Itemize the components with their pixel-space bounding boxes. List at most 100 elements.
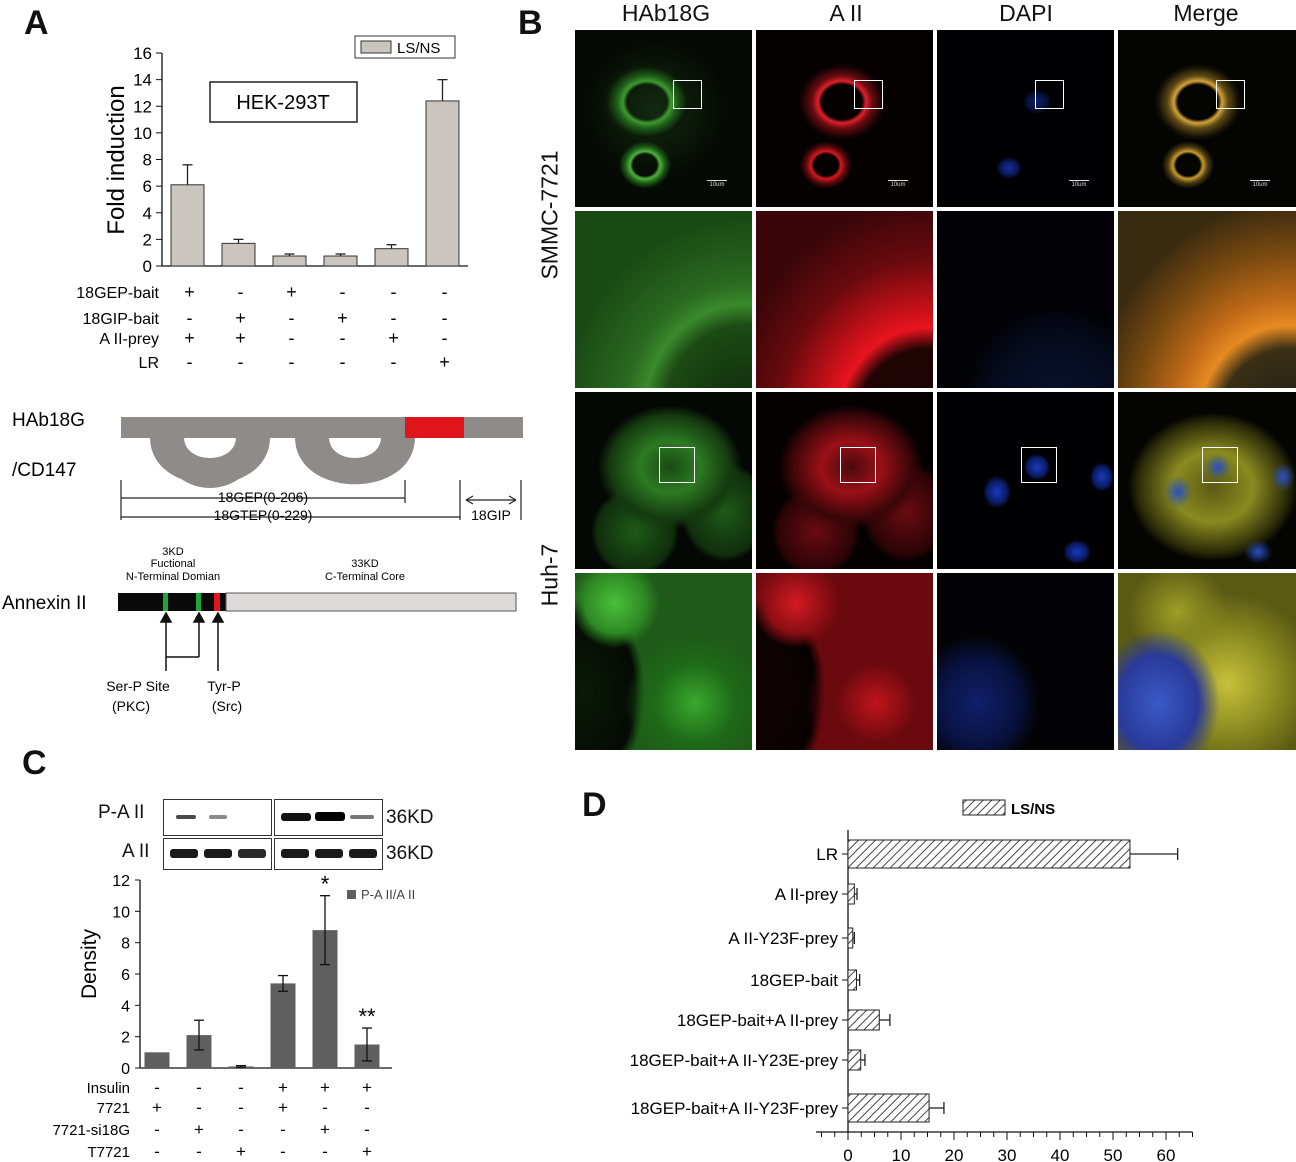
col-label-merge: Merge xyxy=(1173,0,1239,26)
condition-mark: + xyxy=(235,328,246,348)
bar xyxy=(270,983,296,1068)
roi-box xyxy=(840,447,876,483)
significance-mark: ** xyxy=(358,1004,376,1029)
condition-mark: - xyxy=(280,1142,286,1161)
condition-mark: + xyxy=(236,1142,246,1161)
legend-label: LS/NS xyxy=(397,40,440,57)
hab18g-domain-bar xyxy=(121,417,523,488)
condition-mark: - xyxy=(187,308,193,328)
blot-pa2-right xyxy=(274,799,383,836)
smmc-hab18g-overview: 10um xyxy=(575,30,752,207)
ser-site-label-1: Ser-P Site xyxy=(106,678,170,694)
condition-mark: - xyxy=(154,1142,160,1161)
smmc-a2-overview: 10um xyxy=(756,30,933,207)
y-tick-label: 0 xyxy=(121,1061,130,1078)
panel-c: P-A II A II 36KD 36KD xyxy=(0,792,560,1162)
condition-mark: - xyxy=(391,352,397,372)
legend-label: P-A II/A II xyxy=(361,887,415,902)
x-tick-label: 60 xyxy=(1157,1146,1176,1162)
smmc-dapi-zoom xyxy=(937,211,1114,388)
condition-mark: - xyxy=(238,1078,244,1097)
nterm-label-3: N-Terminal Domian xyxy=(126,571,220,583)
condition-label: Insulin xyxy=(87,1080,130,1097)
ser-site-label-2: (PKC) xyxy=(112,698,150,714)
hab18g-label: HAb18G xyxy=(12,410,85,431)
scale-bar: 10um xyxy=(888,180,908,188)
huh7-a2-overview xyxy=(756,392,933,569)
condition-mark: - xyxy=(154,1120,160,1139)
condition-mark: + xyxy=(152,1098,162,1117)
band xyxy=(238,849,266,858)
condition-mark: - xyxy=(442,282,448,302)
x-tick-label: 0 xyxy=(843,1146,852,1162)
cterm-label-2: C-Terminal Core xyxy=(325,571,405,583)
row-label-smmc7721: SMMC-7721 xyxy=(536,150,563,280)
y-tick-label: 12 xyxy=(133,97,152,116)
condition-mark: - xyxy=(340,352,346,372)
band xyxy=(209,815,227,819)
condition-mark: - xyxy=(289,352,295,372)
huh7-dapi-overview xyxy=(937,392,1114,569)
y-tick-label: 10 xyxy=(133,124,152,143)
category-label: A II-Y23F-prey xyxy=(728,929,838,948)
condition-mark: + xyxy=(286,282,297,302)
condition-mark: + xyxy=(320,1120,330,1139)
condition-label: 18GIP-bait xyxy=(83,311,160,328)
legend-swatch xyxy=(962,799,1006,816)
condition-mark: - xyxy=(322,1098,328,1117)
nterm-label-2: Fuctional xyxy=(151,558,196,570)
bar xyxy=(847,927,854,949)
condition-mark: + xyxy=(235,308,246,328)
roi-box xyxy=(673,80,702,109)
roi-box xyxy=(659,447,695,483)
annexin-bar xyxy=(118,592,517,612)
condition-mark: - xyxy=(238,282,244,302)
col-label-dapi: DAPI xyxy=(999,0,1053,26)
bar xyxy=(170,184,205,267)
microscopy-grid: 10um 10um 10um 10um xyxy=(575,30,1296,750)
band xyxy=(176,815,196,819)
transmembrane-domain xyxy=(405,417,464,438)
band xyxy=(204,849,232,858)
bar xyxy=(847,1093,930,1123)
condition-label: 7721 xyxy=(97,1100,130,1117)
blot-label-a2: A II xyxy=(122,841,150,862)
y-tick-label: 10 xyxy=(112,904,130,921)
condition-mark: - xyxy=(442,328,448,348)
roi-box xyxy=(854,80,883,109)
range-18gep: 18GEP(0-206) xyxy=(218,489,308,505)
condition-label: A II-prey xyxy=(99,331,159,348)
range-lines xyxy=(120,480,522,520)
roi-box xyxy=(1021,447,1057,483)
blot-label-pa2: P-A II xyxy=(98,802,145,823)
smmc-merge-overview: 10um xyxy=(1118,30,1296,207)
tyr-site-label-2: (Src) xyxy=(212,698,242,714)
inset-box xyxy=(209,81,358,123)
smmc-a2-zoom xyxy=(756,211,933,388)
condition-mark: + xyxy=(184,282,195,302)
site-arrows xyxy=(159,611,225,671)
y-tick-label: 16 xyxy=(133,44,152,63)
condition-mark: - xyxy=(340,328,346,348)
col-label-a2: A II xyxy=(829,0,863,26)
roi-box xyxy=(1216,80,1245,109)
cd147-label: /CD147 xyxy=(12,460,76,481)
condition-mark: - xyxy=(238,352,244,372)
condition-mark: - xyxy=(154,1078,160,1097)
y-tick-label: 4 xyxy=(143,204,152,223)
panel-label-c: C xyxy=(22,744,47,782)
bar xyxy=(323,255,358,267)
condition-mark: - xyxy=(289,308,295,328)
condition-mark: + xyxy=(388,328,399,348)
legend-swatch xyxy=(347,890,356,899)
condition-mark: - xyxy=(196,1098,202,1117)
blot-size-2: 36KD xyxy=(386,843,434,864)
condition-mark: + xyxy=(337,308,348,328)
y-tick-label: 0 xyxy=(143,257,152,276)
huh7-merge-zoom xyxy=(1118,573,1296,750)
band xyxy=(170,849,198,858)
y-axis-label: Fold induction xyxy=(103,85,130,234)
x-tick-label: 40 xyxy=(1051,1146,1070,1162)
category-label: 18GEP-bait+A II-prey xyxy=(677,1011,839,1030)
domain-diagram: HAb18G /CD147 18GEP(0-206) 18GTEP(0-229)… xyxy=(2,410,523,714)
